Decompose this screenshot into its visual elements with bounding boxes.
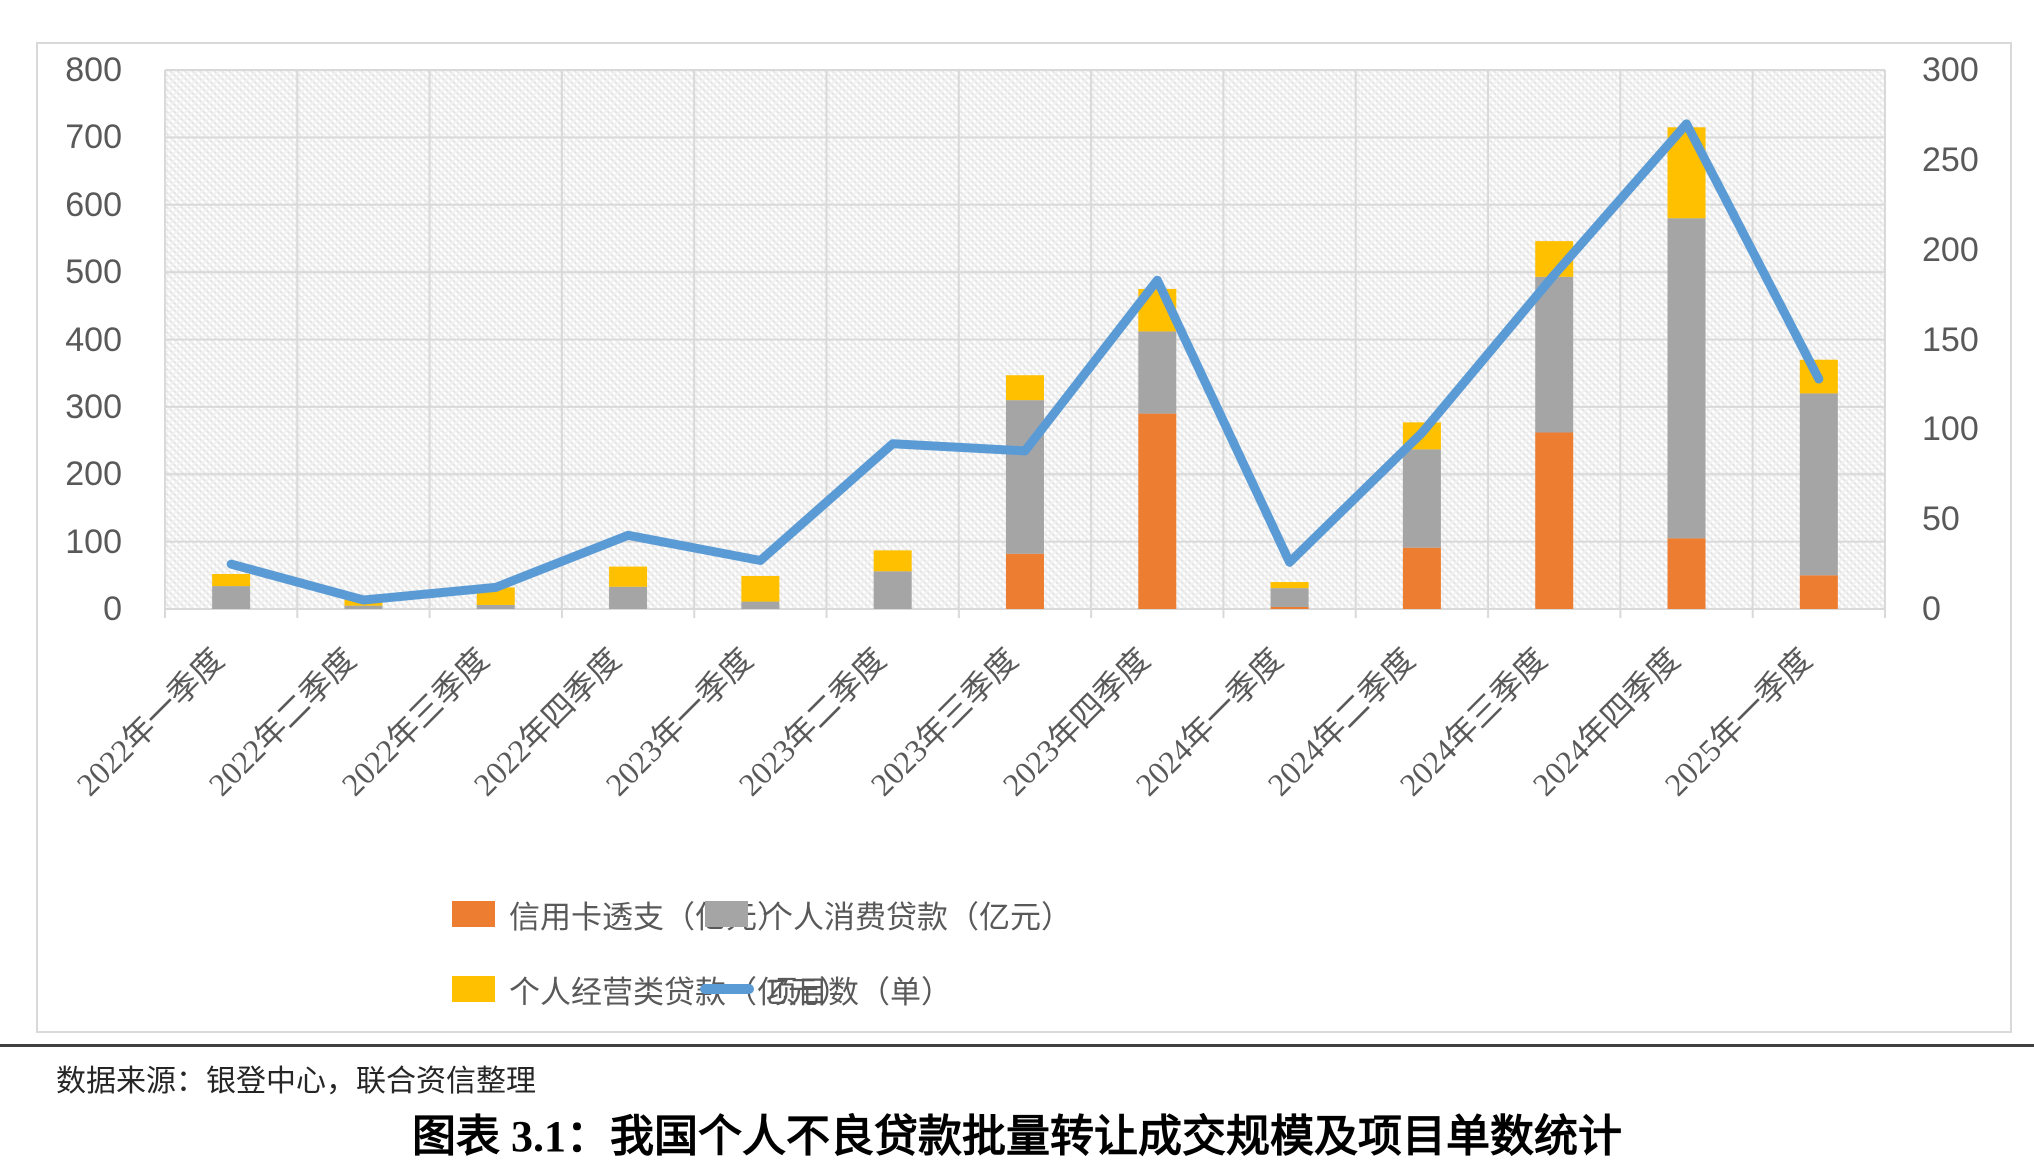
legend-color-swatch	[452, 976, 495, 1002]
bar-segment-7-s0	[1138, 413, 1177, 609]
projects-line	[226, 119, 1824, 605]
legend-item-2: 个人经营类贷款（亿元）	[452, 975, 850, 1010]
bar-segment-5-s2	[873, 550, 912, 572]
bar-segment-4-s1	[741, 601, 780, 609]
right-axis-tick-300: 300	[1922, 51, 1979, 89]
bar-segment-10-s0	[1535, 432, 1574, 609]
right-axis-tick-200: 200	[1922, 230, 1979, 269]
bar-segment-8-s1	[1270, 588, 1309, 607]
left-axis-tick-600: 600	[65, 185, 122, 224]
legend-label-3: 项目数（单）	[766, 974, 952, 1010]
chart-frame	[36, 42, 2012, 1033]
bar-segment-12-s1	[1799, 393, 1838, 576]
bar-segment-6-s0	[1006, 553, 1044, 609]
legend-item-1: 个人消费贷款（亿元）	[705, 900, 1072, 935]
left-axis-tick-800: 800	[65, 51, 122, 89]
left-axis-tick-300: 300	[65, 387, 122, 426]
right-axis-tick-0: 0	[1922, 590, 1941, 628]
bar-segment-2-s1	[476, 604, 515, 609]
left-axis-tick-200: 200	[65, 455, 122, 494]
legend-color-swatch	[452, 901, 495, 927]
left-axis-tick-0: 0	[103, 590, 122, 628]
bar-segment-6-s2	[1006, 375, 1044, 401]
legend-label-2: 个人经营类贷款（亿元）	[509, 974, 850, 1010]
right-axis-tick-250: 250	[1922, 140, 1979, 179]
bar-segment-7-s1	[1138, 331, 1177, 414]
bar-segment-0-s1	[212, 586, 251, 609]
right-axis-tick-150: 150	[1922, 320, 1979, 359]
bar-segment-8-s2	[1270, 582, 1309, 589]
right-axis-tick-100: 100	[1922, 410, 1979, 449]
bar-segment-0-s2	[212, 573, 251, 587]
legend-label-1: 个人消费贷款（亿元）	[762, 899, 1072, 935]
gridlines	[164, 69, 1886, 618]
left-axis-tick-500: 500	[65, 253, 122, 292]
bar-segment-11-s1	[1667, 218, 1706, 539]
divider-line	[0, 1044, 2034, 1047]
bar-segment-4-s2	[741, 575, 780, 602]
bar-segment-10-s1	[1535, 276, 1574, 433]
bar-segment-12-s0	[1799, 575, 1838, 609]
bar-segment-9-s0	[1402, 547, 1441, 609]
source-note: 数据来源：银登中心，联合资信整理	[56, 1065, 536, 1098]
legend-item-3: 项目数（单）	[700, 975, 952, 1010]
bar-segment-8-s0	[1270, 606, 1309, 609]
bar-segment-3-s1	[609, 586, 648, 609]
left-axis-tick-100: 100	[65, 522, 122, 561]
bar-segment-9-s1	[1402, 449, 1441, 548]
left-axis-tick-400: 400	[65, 320, 122, 359]
bar-segment-11-s0	[1667, 538, 1706, 609]
right-axis-tick-50: 50	[1922, 500, 1960, 539]
bar-segment-6-s1	[1006, 400, 1044, 554]
bar-segment-1-s1	[344, 605, 383, 609]
left-axis-tick-700: 700	[65, 118, 122, 157]
bar-segment-3-s2	[609, 566, 648, 587]
legend-color-swatch	[705, 901, 748, 927]
bar-segment-5-s1	[873, 571, 912, 609]
chart-title: 图表 3.1：我国个人不良贷款批量转让成交规模及项目单数统计	[412, 1112, 1622, 1161]
legend-line-swatch	[700, 984, 754, 994]
